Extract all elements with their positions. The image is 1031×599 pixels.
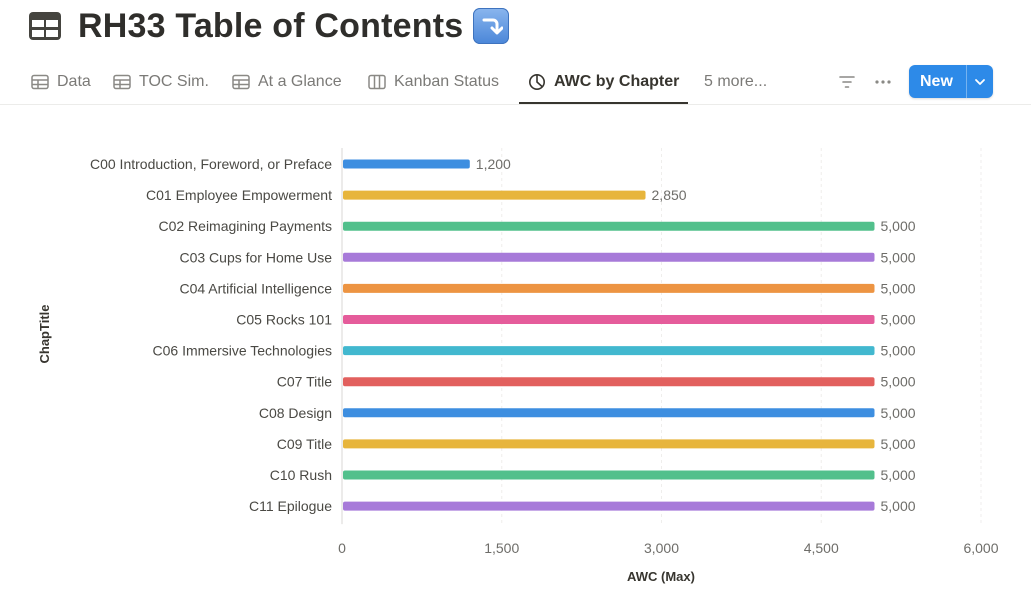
tab-awc-by-chapter[interactable]: AWC by Chapter xyxy=(519,62,689,104)
tab-label: Data xyxy=(57,73,91,90)
view-tabs: Data TOC Sim. At a Glance Kanban Status … xyxy=(0,62,1031,105)
chart-bar[interactable] xyxy=(343,470,875,480)
tab-toc-sim[interactable]: TOC Sim. xyxy=(113,62,209,102)
category-label: C04 Artificial Intelligence xyxy=(179,280,332,296)
category-label: C01 Employee Empowerment xyxy=(146,187,332,203)
chart-bar[interactable] xyxy=(343,190,646,200)
y-axis-title: ChapTitle xyxy=(37,305,52,364)
new-button-divider xyxy=(966,65,967,98)
tab-kanban-status[interactable]: Kanban Status xyxy=(368,62,499,102)
chart-bar[interactable] xyxy=(343,283,875,293)
right-arrow-curving-down-icon xyxy=(473,8,510,44)
chart-grid xyxy=(341,148,982,525)
x-tick-label: 6,000 xyxy=(963,540,998,556)
tab-at-a-glance[interactable]: At a Glance xyxy=(232,62,342,102)
tab-data[interactable]: Data xyxy=(31,62,91,102)
new-button-label: New xyxy=(920,72,953,90)
tab-label: AWC by Chapter xyxy=(554,73,680,90)
chart-bar[interactable] xyxy=(343,501,875,511)
tab-label: At a Glance xyxy=(258,73,342,90)
chart-bars xyxy=(343,159,875,511)
category-label: C07 Title xyxy=(277,374,332,390)
x-axis-title: AWC (Max) xyxy=(627,569,695,584)
value-label: 5,000 xyxy=(881,343,916,359)
value-label: 5,000 xyxy=(881,405,916,421)
category-label: C03 Cups for Home Use xyxy=(179,249,332,265)
value-label: 2,850 xyxy=(652,187,687,203)
value-label: 5,000 xyxy=(881,498,916,514)
table-icon xyxy=(232,74,250,90)
new-button-dropdown[interactable] xyxy=(967,65,993,98)
value-label: 5,000 xyxy=(881,249,916,265)
tab-more-views[interactable]: 5 more... xyxy=(704,62,767,102)
chevron-down-icon xyxy=(975,78,985,85)
x-tick-label: 1,500 xyxy=(484,540,519,556)
table-icon xyxy=(31,74,49,90)
category-label: C10 Rush xyxy=(270,467,332,483)
x-tick-label: 4,500 xyxy=(804,540,839,556)
chart-bar[interactable] xyxy=(343,221,875,231)
value-label: 5,000 xyxy=(881,436,916,452)
tab-label: TOC Sim. xyxy=(139,73,209,90)
value-label: 5,000 xyxy=(881,374,916,390)
chart-labels: 0 1,500 3,000 4,500 6,000 C00 Introduction, F… xyxy=(90,156,999,556)
value-label: 5,000 xyxy=(881,467,916,483)
page-title: RH33 Table of Contents xyxy=(78,6,464,45)
tab-label: 5 more... xyxy=(704,73,768,90)
new-button[interactable]: New xyxy=(909,65,993,98)
table-icon xyxy=(113,74,131,90)
awc-bar-chart: 0 1,500 3,000 4,500 6,000 C00 Introduction, F… xyxy=(37,148,999,584)
chart-bar[interactable] xyxy=(343,346,875,356)
category-label: C00 Introduction, Foreword, or Preface xyxy=(90,156,332,172)
chart-bar[interactable] xyxy=(343,377,875,387)
chart-bar[interactable] xyxy=(343,315,875,324)
tab-label: Kanban Status xyxy=(394,73,499,90)
board-icon xyxy=(368,74,386,90)
category-label: C08 Design xyxy=(259,405,332,421)
category-label: C11 Epilogue xyxy=(249,498,332,514)
value-label: 1,200 xyxy=(476,156,511,172)
chart-bar[interactable] xyxy=(343,439,875,449)
filter-button[interactable] xyxy=(835,70,859,94)
value-label: 5,000 xyxy=(881,280,916,296)
table-icon xyxy=(28,11,62,41)
chart-bar[interactable] xyxy=(343,252,875,262)
chart-bar[interactable] xyxy=(343,408,875,418)
more-options-button[interactable] xyxy=(871,70,895,94)
x-tick-label: 0 xyxy=(338,540,346,556)
more-horizontal-icon xyxy=(875,80,891,84)
category-label: C06 Immersive Technologies xyxy=(153,343,333,359)
chart-pie-icon xyxy=(529,74,545,90)
value-label: 5,000 xyxy=(881,218,916,234)
category-label: C09 Title xyxy=(277,436,332,452)
value-label: 5,000 xyxy=(881,312,916,328)
x-tick-label: 3,000 xyxy=(644,540,679,556)
chart-bar[interactable] xyxy=(343,159,470,169)
page-header: RH33 Table of Contents xyxy=(28,4,510,48)
category-label: C02 Reimagining Payments xyxy=(158,218,332,234)
filter-icon xyxy=(839,76,855,88)
category-label: C05 Rocks 101 xyxy=(236,312,332,328)
